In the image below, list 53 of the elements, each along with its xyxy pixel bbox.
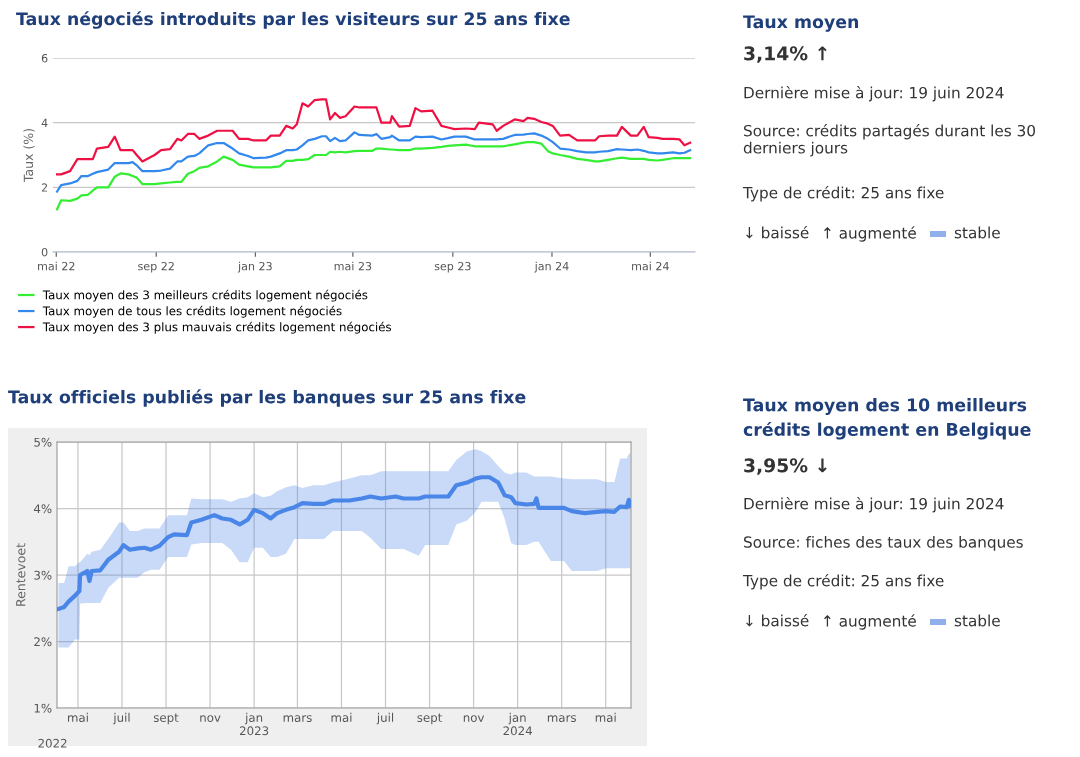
x-tick-label: jan 2023 (239, 712, 269, 736)
x-tick-label: mai 22 (38, 261, 75, 271)
text: Dernière mise à jour: 19 juin 2024 (744, 497, 1004, 513)
x-tick-label: mai (68, 712, 88, 722)
x-tick-label: mai 23 (334, 261, 372, 271)
x-tick-label: jan 23 (237, 261, 272, 273)
x-tick-label: mai (331, 712, 352, 722)
y-axis-title: Rentevoet (16, 543, 26, 606)
x-tick-label: mars (283, 715, 312, 722)
text: stable (954, 614, 1000, 627)
x-tick-label: sept (153, 713, 179, 725)
text: ↓ baissé (746, 614, 809, 627)
x-tick-label: juil (376, 712, 394, 725)
text: 3,95% ↓ (744, 458, 827, 475)
y-tick-label: 3% (34, 570, 52, 580)
text: ↑ augmenté (824, 614, 916, 630)
chart-title: Taux négociés introduits par les visiteurs sur 25 ans fixe (16, 11, 570, 29)
y-tick-label: 2% (34, 637, 52, 647)
text: ↑ augmenté (824, 226, 916, 242)
y-tick-label: 6 (41, 53, 48, 63)
x-tick-label: nov (463, 715, 485, 722)
text: Dernière mise à jour: 19 juin 2024 (744, 86, 1004, 102)
text: stable (954, 226, 1000, 239)
x-tick-label: mars (547, 715, 576, 722)
text: ↓ baissé (746, 226, 809, 239)
text: Taux moyen (743, 15, 859, 32)
text: Type de crédit: 25 ans fixe (742, 574, 944, 590)
x-tick-label: sep 22 (138, 261, 174, 273)
x-tick-label: sep 23 (434, 261, 471, 273)
legend-label: Taux moyen des 3 meilleurs crédits logement négociés (42, 289, 368, 302)
legend-label: Taux moyen des 3 plus mauvais crédits logement négociés (42, 321, 392, 334)
y-tick-label: 4% (33, 504, 52, 514)
x-tick-label: jan 2024 (503, 712, 532, 736)
text: Taux moyen des 10 meilleurs crédits logement en Belgique (743, 398, 1031, 440)
y-tick-label: 2 (41, 183, 48, 192)
y-tick-label: 1% (34, 703, 52, 713)
y-tick-label: 4 (41, 118, 48, 127)
text: 3,14% ↑ (744, 46, 827, 63)
x-tick-label: mai 24 (632, 261, 669, 271)
x-tick-label: nov (200, 715, 221, 722)
source-note: Source: crédits partagés durant les 30 derniers jours (743, 124, 1035, 157)
x-tick-label: mai (595, 712, 616, 722)
x-tick-label: jan 24 (534, 261, 569, 273)
text: Type de crédit: 25 ans fixe (742, 186, 944, 202)
x-tick-label: sept (417, 713, 443, 725)
y-tick-label: 0 (41, 247, 48, 257)
y-tick-label: 5% (34, 437, 52, 447)
legend-label: Taux moyen de tous les crédits logement négociés (42, 305, 342, 318)
chart-title: Taux officiels publiés par les banques sur 25 ans fixe (8, 389, 526, 407)
x-tick-label: juil (113, 712, 130, 725)
y-axis-title: Taux (%) (23, 129, 35, 183)
text: 2022 (38, 738, 67, 748)
source-note: Source: fiches des taux des banques (744, 536, 1023, 551)
